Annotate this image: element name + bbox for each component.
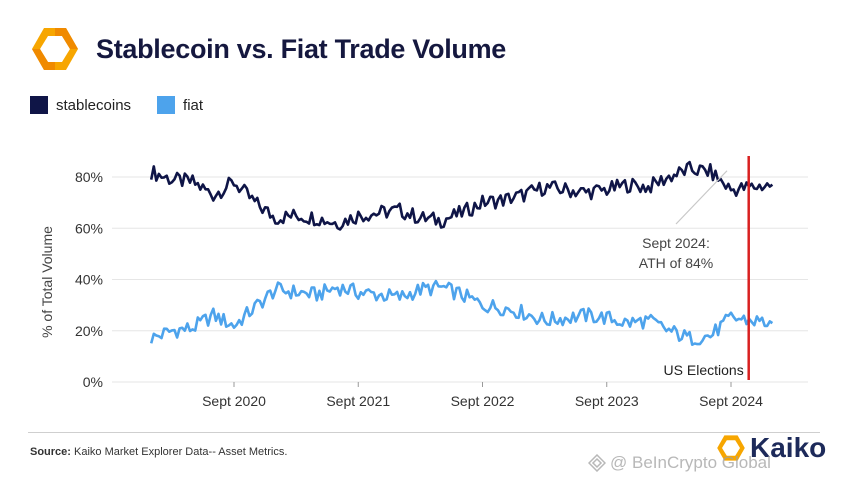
y-tick-label: 20% bbox=[75, 323, 103, 339]
kaiko-brand: Kaiko bbox=[716, 432, 826, 464]
legend-swatch-fiat bbox=[157, 96, 176, 114]
brand-name: Kaiko bbox=[750, 432, 827, 463]
x-tick-label: Sept 2020 bbox=[202, 393, 266, 409]
kaiko-brand-icon bbox=[717, 435, 745, 461]
watermark-text: @ BeInCrypto Global bbox=[610, 453, 771, 472]
ath-label-line2: ATH of 84% bbox=[639, 255, 713, 271]
legend-label-fiat: fiat bbox=[183, 96, 204, 114]
y-tick-label: 80% bbox=[75, 169, 103, 185]
x-tick-label: Sept 2021 bbox=[326, 393, 390, 409]
x-axis-ticks: Sept 2020 Sept 2021 Sept 2022 Sept 2023 Sept… bbox=[202, 382, 763, 409]
beincrypto-icon bbox=[588, 454, 606, 472]
legend-label-stablecoins: stablecoins bbox=[56, 96, 132, 114]
chart-legend: stablecoins fiat bbox=[30, 96, 229, 114]
legend-item-fiat: fiat bbox=[157, 96, 203, 114]
chart-annotations: US Elections Sept 2024: ATH of 84% bbox=[639, 156, 750, 380]
source-label: Source: bbox=[30, 446, 71, 458]
x-tick-label: Sept 2024 bbox=[699, 393, 763, 409]
x-tick-label: Sept 2022 bbox=[451, 393, 515, 409]
series-line-fiat bbox=[149, 279, 774, 346]
y-axis-ticks: 0% 20% 40% 60% 80% bbox=[75, 169, 103, 390]
y-axis-label: % of Total Volume bbox=[39, 226, 55, 338]
x-tick-label: Sept 2023 bbox=[575, 393, 639, 409]
ath-callout-line bbox=[675, 170, 728, 225]
chart-header: Stablecoin vs. Fiat Trade Volume bbox=[30, 26, 506, 72]
footer-divider bbox=[28, 432, 820, 433]
line-chart: 0%20%40%60%80% Sept 2020 Sept 2021 Sept 20… bbox=[39, 156, 808, 409]
source-note: Source: Kaiko Market Explorer Data-- Ass… bbox=[30, 446, 287, 458]
watermark: @ BeInCrypto Global bbox=[588, 453, 771, 473]
legend-swatch-stablecoins bbox=[30, 96, 48, 114]
chart-series bbox=[149, 160, 774, 346]
kaiko-logo-icon bbox=[32, 28, 78, 70]
y-tick-label: 0% bbox=[83, 374, 103, 390]
us-elections-label: US Elections bbox=[664, 362, 744, 378]
series-line-stablecoins bbox=[149, 160, 774, 231]
chart-title: Stablecoin vs. Fiat Trade Volume bbox=[96, 33, 507, 64]
ath-label-line1: Sept 2024: bbox=[642, 235, 710, 251]
chart-gridlines bbox=[112, 176, 808, 383]
source-text: Kaiko Market Explorer Data-- Asset Metri… bbox=[74, 446, 288, 458]
legend-item-stablecoins: stablecoins bbox=[30, 96, 131, 114]
y-tick-label: 60% bbox=[75, 220, 103, 236]
y-tick-label: 40% bbox=[75, 272, 103, 288]
